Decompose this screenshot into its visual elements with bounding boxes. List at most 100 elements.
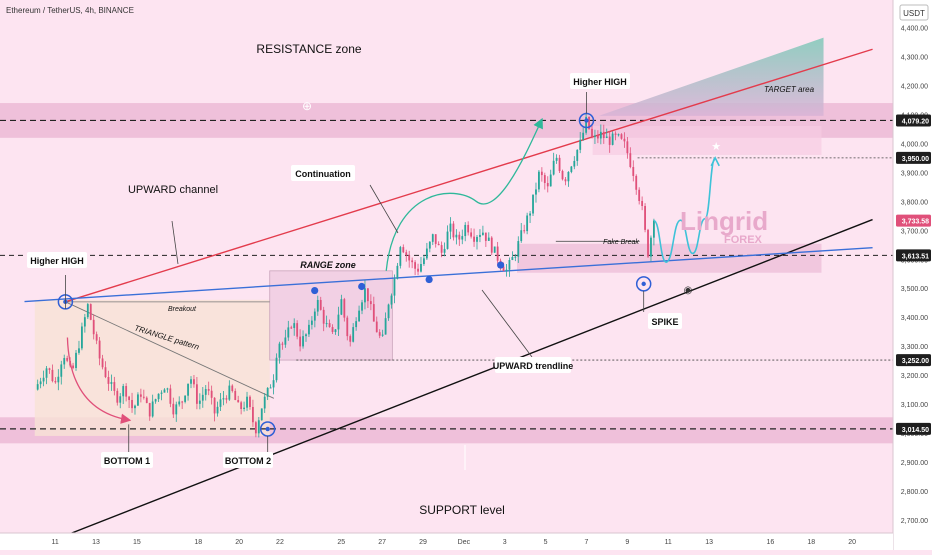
candle-body (558, 157, 561, 171)
candle-body (145, 397, 148, 404)
candle-body (555, 157, 558, 161)
candle-body (204, 389, 207, 395)
x-tick-label: 22 (276, 539, 284, 546)
y-tick-label: 3,900.00 (901, 170, 928, 177)
candle-body (95, 334, 98, 341)
candle (42, 370, 45, 387)
candle (287, 320, 290, 341)
candle (39, 377, 42, 389)
candle-body (57, 376, 60, 383)
higher-high-right-tag-text: Higher HIGH (573, 77, 627, 87)
candle-body (434, 234, 437, 244)
candle (564, 177, 567, 186)
currency-badge[interactable] (899, 4, 929, 21)
candle-body (272, 380, 275, 388)
candle (514, 254, 517, 262)
candle (396, 262, 399, 280)
currency-label: USDT (903, 9, 925, 18)
y-tick-label: 3,100.00 (901, 402, 928, 409)
candle (614, 131, 617, 141)
candle (644, 203, 646, 233)
price-tag[interactable]: 4,079.20 (896, 114, 931, 127)
candle-body (364, 288, 366, 303)
triangle-line (65, 301, 275, 399)
candle-body (325, 323, 328, 325)
candle-body (355, 321, 358, 328)
candle (529, 210, 531, 223)
candle (172, 397, 175, 419)
bottom2-tag: BOTTOM 2 (223, 452, 273, 468)
candle-body (75, 352, 77, 369)
candle-body (564, 179, 567, 182)
candle (322, 306, 325, 332)
circle-dot (584, 118, 589, 123)
x-tick-label: 11 (52, 539, 59, 546)
candle-body (113, 382, 116, 391)
candle-body (629, 153, 632, 167)
candle (145, 396, 148, 404)
candle (423, 254, 425, 266)
candle-body (42, 377, 45, 382)
candle (425, 242, 428, 261)
candle (57, 369, 60, 391)
candle (216, 401, 219, 417)
price-tag[interactable]: 3,252.00 (896, 354, 931, 367)
candle-body (104, 367, 107, 378)
candle-body (89, 304, 92, 320)
candle-body (591, 128, 593, 137)
price-tag[interactable]: 3,014.50 (896, 422, 931, 435)
candle-body (443, 248, 446, 253)
y-tick-label: 4,400.00 (901, 26, 928, 33)
candle-body (178, 401, 181, 405)
candle-body (641, 200, 644, 206)
candle (408, 250, 411, 268)
candle (487, 232, 490, 241)
candle (414, 260, 417, 276)
candle-body (308, 324, 310, 335)
candle-body (573, 160, 576, 167)
candle (201, 386, 204, 408)
candle-body (626, 141, 629, 154)
candle-body (254, 422, 257, 434)
time-axis[interactable] (0, 533, 893, 550)
price-tag[interactable]: 3,733.58 (896, 214, 931, 227)
candle (128, 395, 131, 409)
spike-tag: SPIKE (648, 313, 682, 329)
candle (605, 128, 608, 139)
candle-body (511, 257, 514, 260)
candle-body (617, 134, 620, 136)
upward-trendline-tag-text: UPWARD trendline (493, 361, 574, 371)
price-axis[interactable] (893, 0, 932, 550)
candle-body (54, 381, 57, 383)
candle (546, 176, 549, 193)
candle (89, 303, 92, 321)
candle-body (210, 390, 213, 398)
candle (617, 133, 620, 137)
candle (635, 174, 638, 195)
candle-body (543, 175, 546, 184)
candle (101, 354, 104, 370)
candle-body (446, 231, 449, 249)
candle (207, 381, 210, 396)
candle (576, 149, 579, 166)
candle (334, 328, 337, 335)
candle-body (72, 365, 74, 369)
candle (148, 402, 151, 421)
candles (36, 112, 655, 438)
candle-body (122, 386, 125, 397)
candle-body (281, 343, 284, 345)
price-tag[interactable]: 3,950.00 (896, 151, 931, 164)
trendline-touch-dot (497, 261, 505, 269)
candle-body (116, 390, 119, 403)
candle-body (614, 133, 617, 135)
candle-body (346, 317, 349, 337)
candle (240, 400, 243, 415)
candle-body (296, 323, 299, 337)
candle (137, 392, 139, 406)
candle (481, 225, 484, 236)
candle-body (252, 406, 254, 423)
candle (278, 341, 281, 364)
candle-body (328, 323, 331, 328)
price-tag[interactable]: 3,613.51 (896, 249, 931, 262)
